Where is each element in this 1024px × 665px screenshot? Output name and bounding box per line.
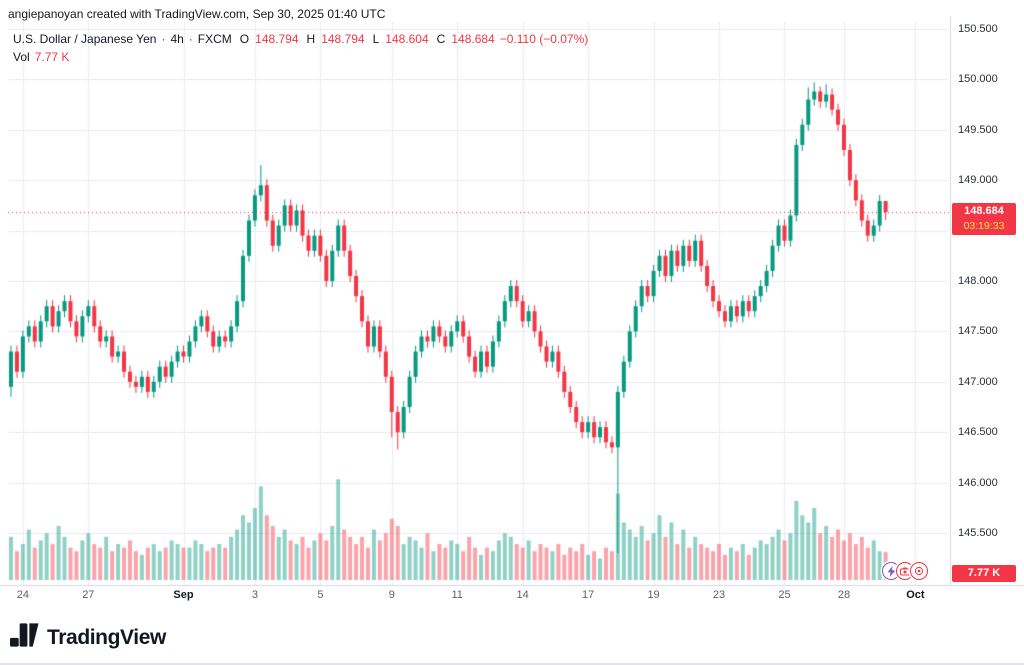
tradingview-logo-icon[interactable] (10, 622, 39, 653)
current-price-badge: 148.684 03:19:33 (952, 203, 1016, 236)
separator-dot: · (188, 32, 193, 46)
open-value: 148.794 (255, 32, 299, 46)
exchange-label: FXCM (197, 32, 232, 46)
reaction-badges[interactable] (882, 562, 928, 580)
attribution-text: angiepanoyan created with TradingView.co… (8, 7, 386, 21)
y-axis-label: 147.000 (958, 375, 998, 388)
x-axis-label: 9 (388, 589, 395, 601)
y-axis-label: 149.500 (958, 123, 998, 136)
price-axis[interactable]: 150.500150.000149.500149.000148.500148.0… (950, 0, 1024, 585)
x-axis-label: Oct (906, 589, 925, 601)
high-value: 148.794 (321, 32, 365, 46)
y-axis-label: 149.000 (958, 174, 998, 187)
bar-close-countdown: 03:19:33 (963, 220, 1005, 233)
x-axis-label: 11 (451, 589, 463, 601)
footer-brand: TradingView (10, 622, 166, 653)
separator-dot: · (161, 32, 166, 46)
y-axis-label: 146.500 (958, 426, 998, 439)
x-axis-label: 14 (516, 589, 529, 601)
interval-label[interactable]: 4h (170, 32, 184, 46)
high-label: H (306, 32, 316, 46)
symbol-title[interactable]: U.S. Dollar / Japanese Yen (13, 32, 157, 46)
close-label: C (436, 32, 446, 46)
chart-legend: U.S. Dollar / Japanese Yen · 4h · FXCM O… (13, 32, 588, 46)
close-value: 148.684 (451, 32, 495, 46)
open-label: O (239, 32, 250, 46)
x-axis-label: 24 (16, 589, 29, 601)
volume-legend: Vol 7.77 K (13, 50, 69, 64)
current-price-value: 148.684 (964, 205, 1004, 218)
x-axis-label: 5 (317, 589, 324, 601)
x-axis-label: 25 (778, 589, 791, 601)
tradingview-logo-text[interactable]: TradingView (47, 625, 166, 649)
volume-badge: 7.77 K (952, 565, 1016, 582)
x-axis-label: Sep (173, 589, 194, 601)
y-axis-label: 147.500 (958, 325, 998, 338)
x-axis-label: 27 (82, 589, 95, 601)
low-value: 148.604 (385, 32, 429, 46)
snapshot-icon[interactable] (896, 562, 914, 580)
low-label: L (372, 32, 380, 46)
y-axis-label: 150.000 (958, 73, 998, 86)
x-axis-label: 23 (712, 589, 726, 601)
x-axis-label: 17 (582, 589, 595, 601)
volume-value: 7.77 K (34, 50, 70, 64)
x-axis-label: 3 (251, 589, 258, 601)
volume-label: Vol (13, 50, 30, 64)
y-axis-label: 150.500 (958, 23, 998, 35)
time-axis[interactable]: 24 27 Sep 3 5 9 11 14 17 19 23 25 28 Oct (0, 586, 950, 606)
change-value: −0.110 (−0.07%) (499, 32, 589, 46)
y-axis-label: 145.500 (958, 527, 998, 539)
x-axis-label: 19 (647, 589, 660, 601)
y-axis-label: 146.000 (958, 476, 998, 489)
x-axis-label: 28 (837, 589, 851, 601)
y-axis-label: 148.000 (958, 275, 998, 287)
target-icon[interactable] (910, 562, 928, 580)
